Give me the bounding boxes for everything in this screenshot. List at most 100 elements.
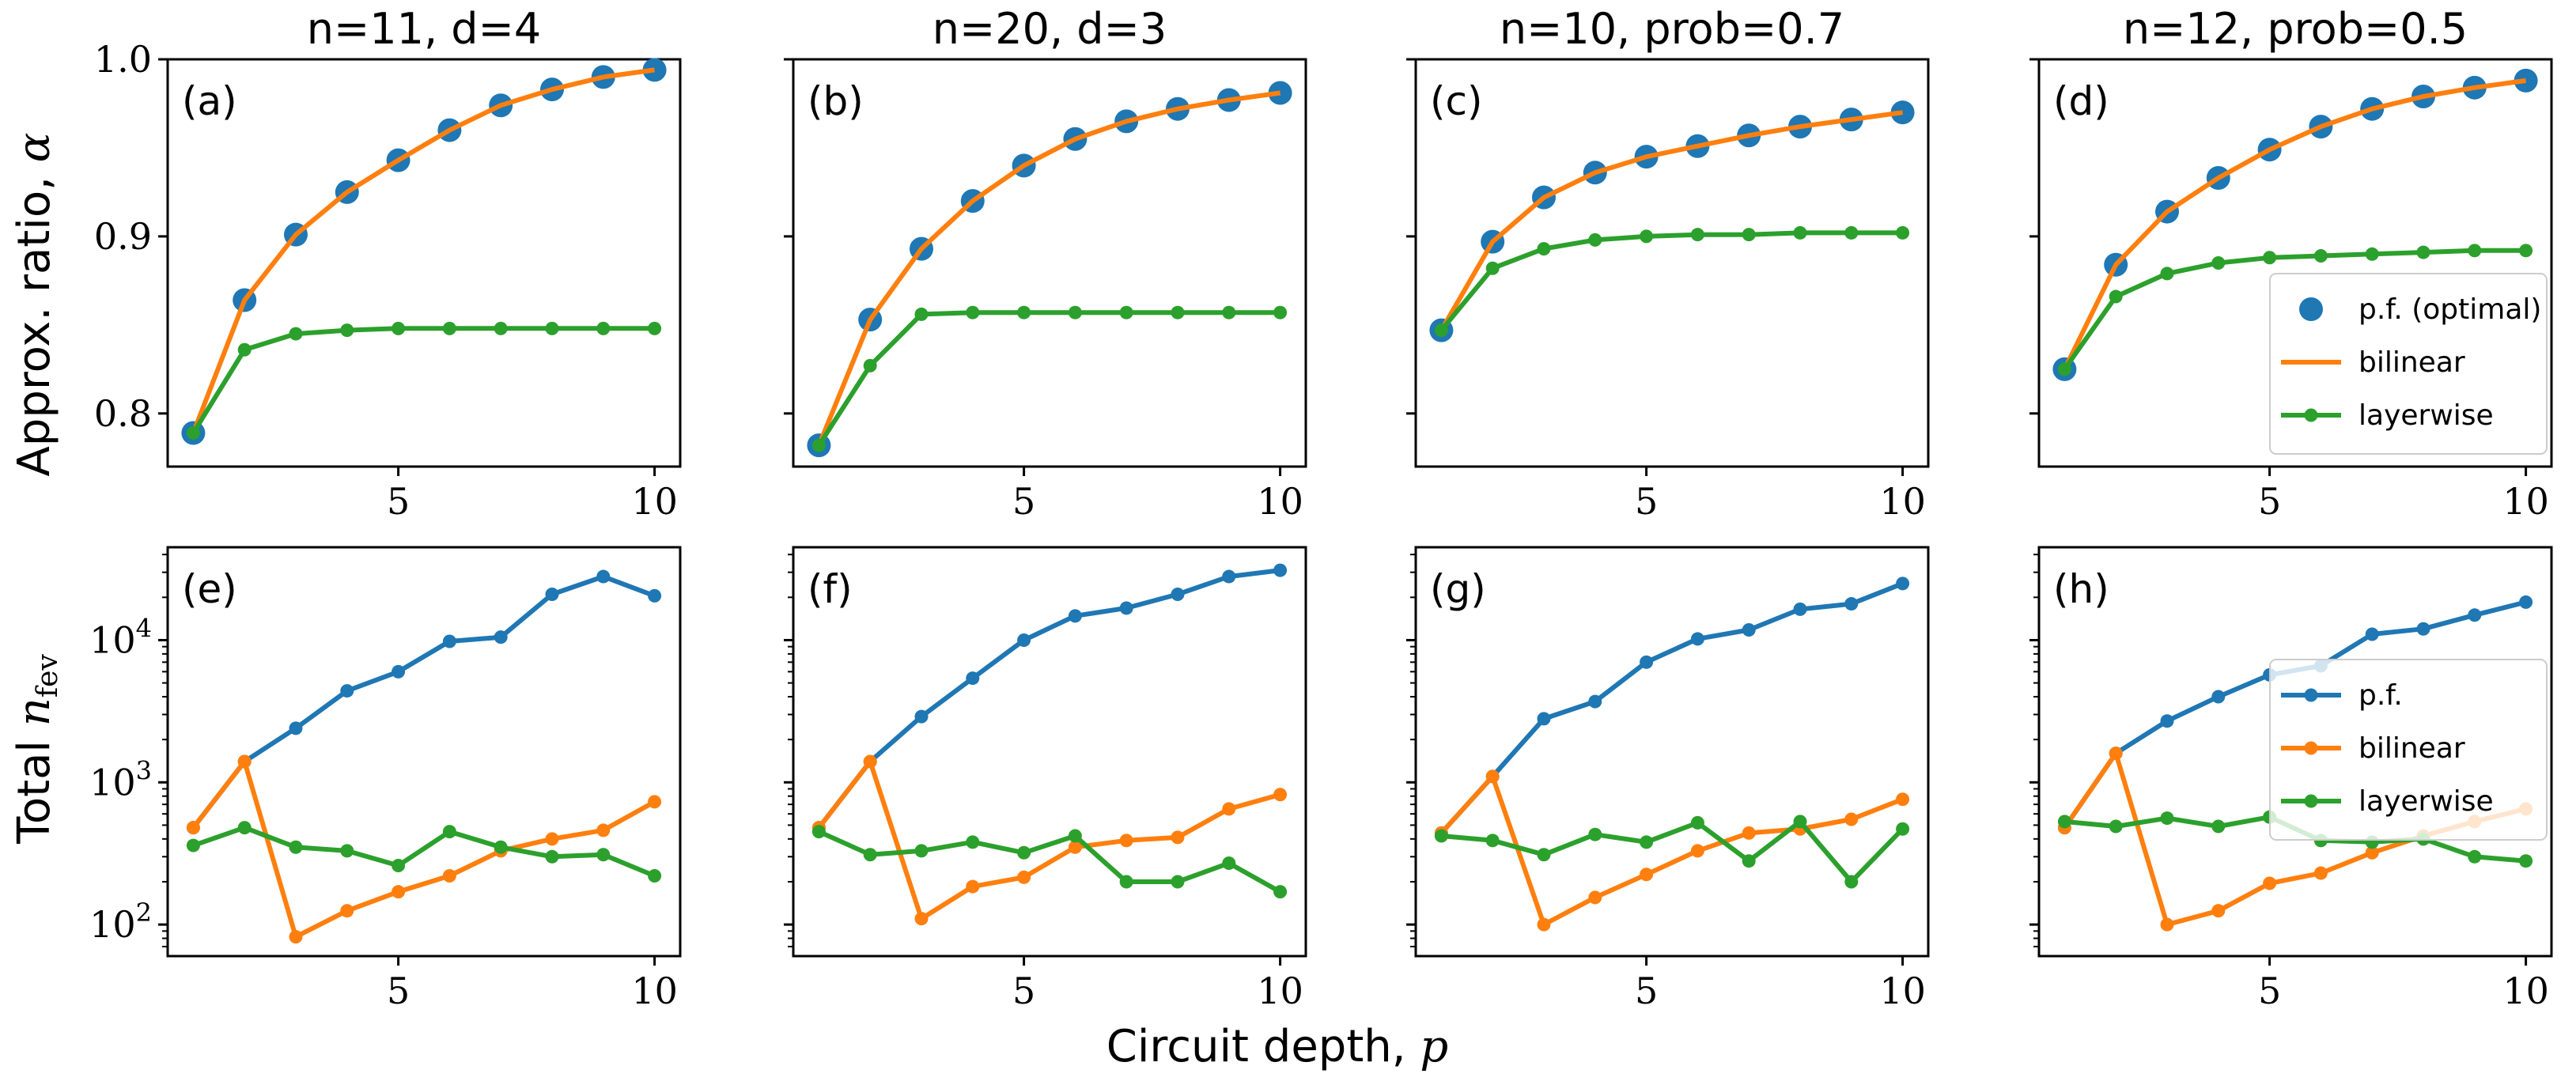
data-point-layerwise — [2468, 849, 2482, 864]
data-point-bilinear — [596, 823, 611, 837]
data-point-p-f — [1273, 563, 1288, 577]
bottom-y-axis-label-sub: fev — [32, 654, 64, 698]
series-line-bilinear — [191, 67, 656, 434]
data-point-layerwise — [392, 321, 406, 335]
data-point-layerwise — [1588, 827, 1602, 841]
data-point-layerwise — [1434, 829, 1448, 843]
bottom-y-axis-label-symbol: n — [9, 698, 60, 726]
data-point-layerwise — [2416, 245, 2430, 259]
series-line-layerwise — [2062, 248, 2526, 371]
x-tick-label: 5 — [1635, 970, 1658, 1012]
panel-frame — [166, 58, 682, 468]
data-point-layerwise — [914, 844, 929, 858]
x-tick-label: 5 — [1012, 970, 1035, 1012]
legend-label-layerwise: layerwise — [2358, 399, 2494, 432]
data-point-p-f — [289, 721, 303, 735]
data-point-bilinear — [1588, 890, 1602, 905]
panel-frame — [1414, 546, 1930, 958]
panel-h: 5 10 (h) p.f. bilinear layerwise — [2029, 546, 2553, 1012]
y-tick-label: 0.8 — [94, 392, 152, 435]
top-y-axis-label: Approx. ratio, α — [9, 132, 60, 476]
data-point-p-f — [966, 671, 980, 686]
data-point-bilinear — [2263, 876, 2277, 890]
data-point-bilinear — [2211, 904, 2226, 918]
data-point-layerwise — [2519, 854, 2533, 868]
data-point-layerwise — [237, 342, 252, 357]
data-point-layerwise — [1537, 848, 1551, 862]
data-point-p-f — [340, 684, 354, 698]
data-point-bilinear — [1690, 844, 1704, 858]
data-point-bilinear — [186, 821, 200, 835]
x-tick-label: 5 — [2258, 970, 2281, 1012]
data-point-bilinear — [545, 832, 559, 846]
x-tick-label: 10 — [631, 480, 678, 523]
panel-e: 5 10 102 103 104 (e) — [89, 546, 682, 1012]
series-line-bilinear — [191, 759, 656, 939]
data-point-bilinear — [1119, 834, 1133, 848]
data-point-layerwise — [2519, 244, 2533, 258]
data-point-layerwise — [1793, 815, 1807, 829]
legend-marker-p-f — [2304, 688, 2318, 702]
data-point-layerwise — [545, 321, 559, 335]
y-tick-label: 0.9 — [94, 215, 152, 258]
data-point-bilinear — [863, 754, 877, 769]
data-point-p-f — [2468, 608, 2482, 622]
data-point-layerwise — [863, 358, 877, 372]
data-point-layerwise — [1222, 856, 1236, 871]
panel-title: n=12, prob=0.5 — [2123, 4, 2468, 54]
data-point-bilinear — [2313, 866, 2328, 880]
data-point-p-f — [494, 630, 508, 645]
panel-label: (e) — [182, 566, 237, 612]
series-line-p-f — [191, 574, 656, 830]
panel-g: 5 10 (g) — [1406, 546, 1930, 1012]
data-point-bilinear — [648, 795, 662, 809]
data-point-layerwise — [2160, 811, 2174, 826]
panel-frame — [792, 546, 1307, 958]
data-point-p-f — [1017, 633, 1031, 647]
panel-b: 5 10 n=20, d=3 (b) — [784, 4, 1307, 523]
data-point-layerwise — [1222, 305, 1236, 319]
y-tick-label: 102 — [89, 898, 152, 946]
bottom-y-axis-label: Total nfev — [9, 654, 64, 845]
data-point-bilinear — [914, 912, 929, 926]
data-point-bilinear — [2109, 747, 2123, 761]
legend-label-bilinear: bilinear — [2358, 346, 2465, 379]
y-tick-label: 103 — [89, 755, 152, 803]
data-point-p-f — [2519, 595, 2533, 609]
data-point-p-f — [1222, 569, 1236, 584]
data-point-layerwise — [966, 305, 980, 319]
panel-frame — [166, 546, 682, 958]
data-point-layerwise — [863, 848, 877, 862]
data-point-layerwise — [1640, 835, 1654, 849]
data-point-layerwise — [2263, 251, 2277, 265]
panel-frame — [792, 58, 1307, 468]
data-point-bilinear — [392, 885, 406, 899]
legend-label-layerwise: layerwise — [2358, 785, 2494, 818]
data-point-layerwise — [442, 321, 456, 335]
x-tick-label: 10 — [1879, 480, 1926, 523]
data-point-bilinear — [289, 930, 303, 944]
panel-label: (a) — [182, 78, 237, 124]
panel-a: 5 10 0.8 0.9 1.0 n=11, d=4 (a) — [94, 4, 682, 523]
data-point-layerwise — [1171, 875, 1185, 889]
x-tick-label: 10 — [1257, 480, 1303, 523]
data-point-p-f — [1742, 623, 1756, 637]
data-point-layerwise — [648, 321, 662, 335]
data-point-layerwise — [648, 869, 662, 883]
data-point-bilinear — [966, 879, 980, 894]
data-point-layerwise — [186, 425, 200, 440]
data-point-layerwise — [1068, 829, 1082, 843]
data-point-layerwise — [1068, 305, 1082, 319]
data-point-layerwise — [1742, 228, 1756, 242]
data-point-layerwise — [494, 840, 508, 854]
legend: p.f. (optimal) bilinear layerwise — [2269, 273, 2548, 455]
data-point-layerwise — [2211, 256, 2226, 270]
data-point-p-f — [2160, 714, 2174, 728]
top-y-axis-label-symbol: α — [9, 132, 60, 162]
series-line-layerwise — [818, 829, 1282, 894]
data-point-layerwise — [914, 307, 929, 321]
data-point-layerwise — [1793, 225, 1807, 240]
data-point-p-f-optimal — [2514, 68, 2538, 93]
data-point-layerwise — [2160, 267, 2174, 281]
data-point-p-f — [648, 588, 662, 603]
